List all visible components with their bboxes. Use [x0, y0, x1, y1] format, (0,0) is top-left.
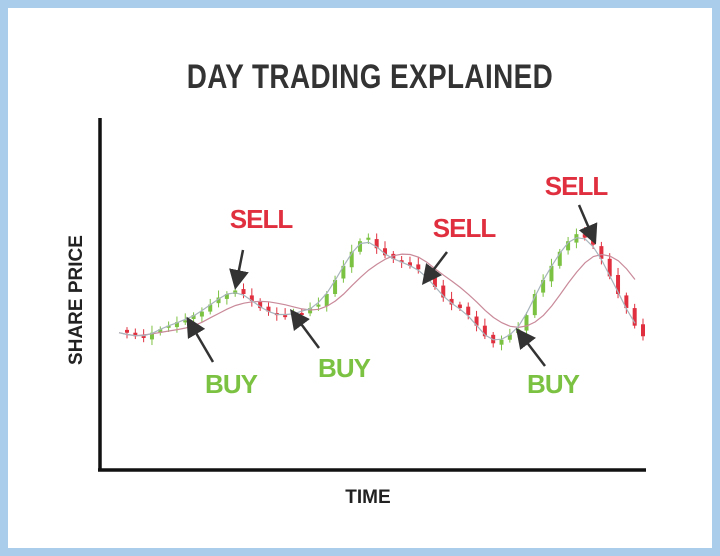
- candle-up: [541, 279, 546, 293]
- candle-up: [349, 251, 354, 268]
- candle-down: [133, 332, 138, 337]
- candle-up: [499, 339, 504, 345]
- candle-down: [482, 325, 487, 337]
- candle-down: [374, 239, 379, 249]
- x-axis-label: TIME: [345, 487, 390, 508]
- sell-label-3: SELL: [545, 171, 609, 201]
- candle-up: [566, 241, 571, 251]
- candle-down: [582, 234, 587, 238]
- candle-down: [632, 308, 637, 326]
- long-moving-average: [118, 253, 636, 337]
- candle-down: [616, 274, 621, 294]
- candle-up: [216, 297, 221, 304]
- sell-label-1: SELL: [230, 204, 294, 234]
- candle-up: [199, 311, 204, 317]
- candle-down: [299, 313, 304, 316]
- chart-title: DAY TRADING EXPLAINED: [186, 58, 554, 96]
- candle-up: [158, 329, 163, 333]
- buy-arrow-2: [290, 308, 321, 349]
- candle-up: [333, 279, 338, 294]
- buy-label-2: BUY: [318, 353, 371, 383]
- buy-label-3: BUY: [527, 369, 580, 399]
- candle-up: [507, 334, 512, 340]
- candle-up: [341, 265, 346, 279]
- candle-up: [324, 294, 329, 306]
- candle-down: [283, 315, 288, 318]
- candle-down: [399, 260, 404, 263]
- candle-up: [557, 251, 562, 266]
- candle-down: [258, 301, 263, 309]
- candle-down: [141, 334, 146, 338]
- candle-down: [249, 295, 254, 302]
- sell-arrow-1: [229, 249, 249, 290]
- buy-arrow-3: [515, 328, 546, 367]
- buy-label-1: BUY: [205, 369, 258, 399]
- candle-up: [358, 241, 363, 252]
- y-axis-label: SHARE PRICE: [66, 235, 87, 365]
- candle-up: [366, 237, 371, 240]
- candle-up: [224, 294, 229, 299]
- short-moving-average: [118, 237, 636, 341]
- candle-down: [266, 306, 271, 312]
- candle-down: [241, 289, 246, 294]
- candle-down: [449, 298, 454, 305]
- candle-down: [125, 329, 129, 333]
- candle-down: [457, 304, 462, 309]
- candle-down: [383, 248, 387, 256]
- candle-up: [208, 304, 213, 312]
- candle-down: [599, 246, 604, 259]
- candle-down: [441, 285, 446, 298]
- candle-up: [532, 294, 537, 316]
- sell-arrow-3: [577, 204, 598, 245]
- buy-arrow-1: [186, 316, 215, 363]
- candle-down: [607, 258, 612, 277]
- candle-up: [149, 332, 154, 340]
- candles: [125, 227, 645, 351]
- candle-up: [549, 265, 554, 282]
- sell-arrow-2: [421, 251, 448, 285]
- candle-up: [166, 325, 171, 328]
- candle-down: [466, 306, 471, 316]
- candle-up: [316, 304, 321, 307]
- candle-up: [524, 315, 529, 331]
- candle-down: [641, 324, 645, 337]
- candle-up: [308, 308, 313, 314]
- candle-up: [183, 320, 188, 323]
- candle-down: [407, 262, 412, 266]
- sell-label-2: SELL: [433, 213, 497, 243]
- candle-down: [624, 295, 629, 309]
- candle-down: [474, 316, 479, 326]
- candle-up: [174, 322, 179, 328]
- candle-down: [416, 264, 421, 270]
